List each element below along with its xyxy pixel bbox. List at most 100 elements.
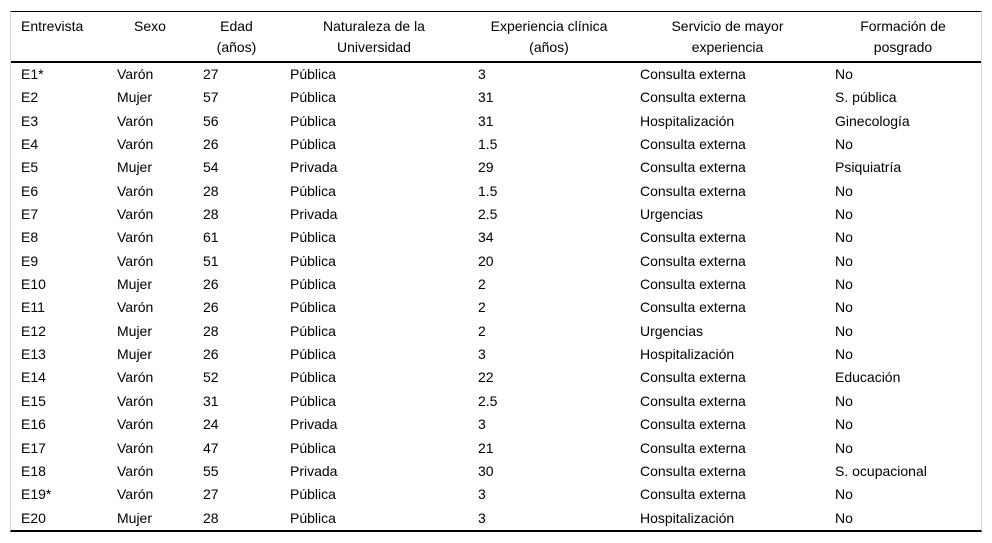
table-row: E10 Mujer 26 Pública 2 Consulta externa No xyxy=(11,273,981,296)
cell-formacion-posgrado: No xyxy=(835,439,853,456)
column-header-line: Universidad xyxy=(337,39,411,55)
cell-entrevista: E10 xyxy=(21,276,46,293)
column-header-line: Edad xyxy=(220,18,253,34)
cell-sexo: Varón xyxy=(117,112,154,129)
cell-servicio-mayor-experiencia: Consulta externa xyxy=(640,369,746,386)
cell-formacion-posgrado: S. ocupacional xyxy=(835,462,927,479)
cell-sexo: Varón xyxy=(117,229,154,246)
cell-entrevista: E17 xyxy=(21,439,46,456)
table-row: E9 Varón 51 Pública 20 Consulta externa No xyxy=(11,250,981,273)
cell-experiencia-clinica: 2.5 xyxy=(478,206,498,223)
cell-sexo: Varón xyxy=(117,252,154,269)
header-row: Entrevista Sexo Edad (años) Naturaleza de la… xyxy=(11,12,981,63)
cell-naturaleza-universidad: Pública xyxy=(290,112,336,129)
column-header-line: posgrado xyxy=(873,39,933,55)
column-header-edad: Edad (años) xyxy=(193,12,280,63)
table-row: E8 Varón 61 Pública 34 Consulta externa No xyxy=(11,226,981,249)
cell-servicio-mayor-experiencia: Urgencias xyxy=(640,322,704,339)
cell-naturaleza-universidad: Pública xyxy=(290,66,336,82)
cell-servicio-mayor-experiencia: Consulta externa xyxy=(640,486,746,503)
cell-formacion-posgrado: No xyxy=(835,276,853,293)
cell-naturaleza-universidad: Pública xyxy=(290,509,336,526)
table-row: E17 Varón 47 Pública 21 Consulta externa No xyxy=(11,437,981,460)
cell-entrevista: E6 xyxy=(21,182,39,199)
cell-experiencia-clinica: 3 xyxy=(478,509,486,526)
cell-entrevista: E11 xyxy=(21,299,45,316)
cell-edad: 26 xyxy=(203,276,219,293)
table-body: E1* Varón 27 Pública 3 Consulta externa No E2 Mu… xyxy=(11,62,981,530)
cell-edad: 26 xyxy=(203,299,219,316)
cell-formacion-posgrado: Psiquiatría xyxy=(835,159,902,176)
cell-sexo: Varón xyxy=(117,299,154,316)
cell-formacion-posgrado: Educación xyxy=(835,369,901,386)
cell-sexo: Mujer xyxy=(117,276,153,293)
table-row: E20 Mujer 28 Pública 3 Hospitalización No xyxy=(11,507,981,530)
cell-servicio-mayor-experiencia: Hospitalización xyxy=(640,346,735,363)
table-row: E14 Varón 52 Pública 22 Consulta externa Educa… xyxy=(11,366,981,389)
table-row: E4 Varón 26 Pública 1.5 Consulta externa No xyxy=(11,133,981,156)
cell-servicio-mayor-experiencia: Hospitalización xyxy=(640,112,735,129)
cell-formacion-posgrado: No xyxy=(835,252,853,269)
column-header-line: Entrevista xyxy=(21,18,84,34)
cell-sexo: Mujer xyxy=(117,322,153,339)
cell-servicio-mayor-experiencia: Consulta externa xyxy=(640,136,746,153)
column-header-line: Formación de xyxy=(860,18,946,34)
cell-edad: 24 xyxy=(203,416,219,433)
cell-sexo: Mujer xyxy=(117,89,153,106)
cell-entrevista: E2 xyxy=(21,89,39,106)
cell-entrevista: E8 xyxy=(21,229,39,246)
cell-entrevista: E14 xyxy=(21,369,46,386)
cell-naturaleza-universidad: Privada xyxy=(290,462,338,479)
cell-naturaleza-universidad: Pública xyxy=(290,136,336,153)
cell-edad: 55 xyxy=(203,462,219,479)
column-header-servicio-mayor-experiencia: Servicio de mayor experiencia xyxy=(630,12,825,63)
table-header: Entrevista Sexo Edad (años) Naturaleza de la… xyxy=(11,12,981,63)
cell-sexo: Varón xyxy=(117,439,154,456)
cell-entrevista: E19* xyxy=(21,486,52,503)
cell-naturaleza-universidad: Pública xyxy=(290,322,336,339)
cell-sexo: Mujer xyxy=(117,346,153,363)
cell-entrevista: E18 xyxy=(21,462,46,479)
cell-servicio-mayor-experiencia: Consulta externa xyxy=(640,252,746,269)
column-header-line: Naturaleza de la xyxy=(323,18,425,34)
cell-edad: 28 xyxy=(203,509,219,526)
cell-naturaleza-universidad: Privada xyxy=(290,206,338,223)
cell-servicio-mayor-experiencia: Consulta externa xyxy=(640,462,746,479)
cell-entrevista: E15 xyxy=(21,392,46,409)
cell-edad: 27 xyxy=(203,486,219,503)
cell-sexo: Varón xyxy=(117,206,154,223)
cell-experiencia-clinica: 2 xyxy=(478,299,486,316)
cell-edad: 54 xyxy=(203,159,219,176)
cell-edad: 52 xyxy=(203,369,219,386)
cell-sexo: Varón xyxy=(117,486,154,503)
cell-naturaleza-universidad: Privada xyxy=(290,416,338,433)
table-row: E2 Mujer 57 Pública 31 Consulta externa S. púb… xyxy=(11,86,981,109)
cell-naturaleza-universidad: Pública xyxy=(290,229,336,246)
cell-edad: 26 xyxy=(203,136,219,153)
cell-entrevista: E3 xyxy=(21,112,39,129)
cell-formacion-posgrado: No xyxy=(835,229,853,246)
cell-entrevista: E5 xyxy=(21,159,39,176)
cell-formacion-posgrado: No xyxy=(835,509,853,526)
cell-formacion-posgrado: No xyxy=(835,392,853,409)
cell-naturaleza-universidad: Pública xyxy=(290,346,336,363)
cell-entrevista: E9 xyxy=(21,252,39,269)
cell-experiencia-clinica: 3 xyxy=(478,416,486,433)
cell-formacion-posgrado: No xyxy=(835,182,853,199)
table-row: E1* Varón 27 Pública 3 Consulta externa No xyxy=(11,62,981,86)
cell-experiencia-clinica: 1.5 xyxy=(478,136,498,153)
cell-naturaleza-universidad: Pública xyxy=(290,276,336,293)
participants-table-container: Entrevista Sexo Edad (años) Naturaleza de la… xyxy=(10,11,982,532)
cell-servicio-mayor-experiencia: Consulta externa xyxy=(640,229,746,246)
cell-naturaleza-universidad: Pública xyxy=(290,392,336,409)
table-row: E12 Mujer 28 Pública 2 Urgencias No xyxy=(11,320,981,343)
cell-experiencia-clinica: 29 xyxy=(478,159,494,176)
column-header-entrevista: Entrevista xyxy=(11,12,107,63)
cell-entrevista: E13 xyxy=(21,346,46,363)
cell-experiencia-clinica: 30 xyxy=(478,462,494,479)
cell-formacion-posgrado: No xyxy=(835,66,853,82)
table-row: E7 Varón 28 Privada 2.5 Urgencias No xyxy=(11,203,981,226)
cell-experiencia-clinica: 31 xyxy=(478,89,494,106)
cell-edad: 47 xyxy=(203,439,219,456)
cell-edad: 28 xyxy=(203,322,219,339)
